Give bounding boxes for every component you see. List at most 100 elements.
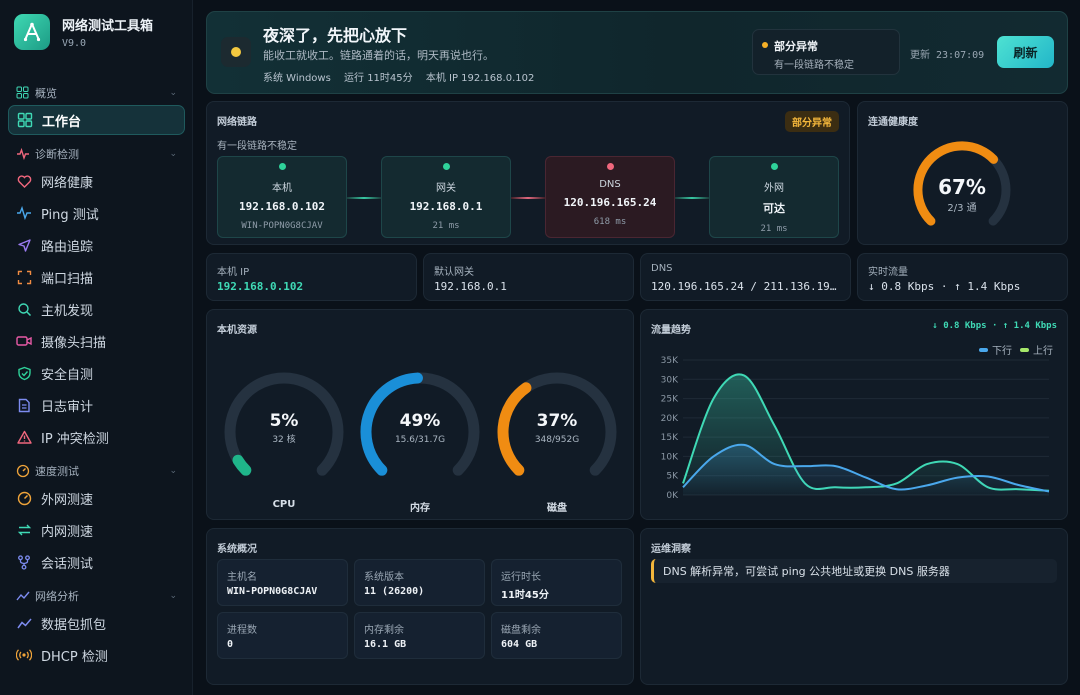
sidebar-item-security-test[interactable]: 安全自测: [8, 358, 185, 388]
y-tick-label: 5K: [666, 472, 679, 482]
node-value: 120.196.165.24: [563, 196, 657, 209]
search-icon: [16, 301, 32, 317]
info-card-local-ip: 本机 IP 192.168.0.102: [206, 253, 417, 301]
update-time: 更新 23:07:09: [910, 50, 985, 61]
gauge-track: [224, 372, 344, 476]
panel-title: 系统概况: [217, 544, 257, 555]
sidebar-item-label: 安全自测: [41, 367, 94, 383]
camera-icon: [16, 333, 32, 349]
sidebar-item-session-test[interactable]: 会话测试: [8, 547, 185, 577]
y-tick-label: 10K: [661, 452, 679, 462]
info-label: DNS: [651, 263, 673, 274]
pulse-icon: [16, 147, 30, 161]
health-sub: 2/3 通: [947, 202, 976, 214]
nav-group-label: 诊断检测: [35, 148, 79, 161]
page-title: 夜深了，先把心放下: [263, 26, 408, 45]
sidebar-item-dhcp[interactable]: DHCP 检测: [8, 640, 185, 670]
node-sub: 618 ms: [593, 217, 627, 227]
nav-group-overview[interactable]: 概览 ⌄: [0, 82, 193, 104]
panel-title: 网络链路: [217, 117, 257, 128]
panel-title: 本机资源: [217, 325, 257, 336]
node-sub: 21 ms: [760, 224, 788, 234]
chart-line-icon: [16, 615, 32, 631]
sidebar-item-port-scan[interactable]: 端口扫描: [8, 262, 185, 292]
chevron-down-icon: ⌄: [169, 591, 177, 601]
app-version: V9.0: [62, 38, 87, 49]
sidebar-item-ping[interactable]: Ping 测试: [8, 198, 185, 228]
pulse-icon: [16, 205, 32, 221]
info-value: 192.168.0.1: [434, 280, 507, 293]
sidebar-item-network-health[interactable]: 网络健康: [8, 166, 185, 196]
sidebar-item-host-discovery[interactable]: 主机发现: [8, 294, 185, 324]
chain-node-internet[interactable]: 外网 可达 21 ms: [709, 156, 839, 238]
node-value: 192.168.0.102: [238, 200, 326, 213]
y-tick-label: 25K: [661, 395, 679, 405]
chain-node-gateway[interactable]: 网关 192.168.0.1 21 ms: [381, 156, 511, 238]
panel-title: 运维洞察: [651, 544, 691, 555]
chart-line-icon: [16, 589, 30, 603]
info-label: 默认网关: [434, 267, 474, 278]
gauge-arc: [913, 141, 999, 226]
swap-icon: [16, 522, 32, 538]
insight-panel: 运维洞察 DNS 解析异常，可尝试 ping 公共地址或更换 DNS 服务器: [640, 528, 1068, 685]
sys-label: 系统版本: [364, 572, 404, 583]
sidebar-item-internet-speed[interactable]: 外网测速: [8, 483, 185, 513]
moon-icon: [221, 37, 251, 67]
y-tick-label: 30K: [661, 375, 679, 385]
meta-ip: 本机 IP 192.168.0.102: [425, 73, 535, 84]
info-value: 120.196.165.24 / 211.136.192.6: [651, 280, 842, 293]
refresh-button[interactable]: 刷新: [997, 36, 1054, 68]
nav-group-analysis[interactable]: 网络分析 ⌄: [0, 585, 193, 607]
sidebar-item-ip-conflict[interactable]: IP 冲突检测: [8, 422, 185, 452]
sidebar-item-camera-scan[interactable]: 摄像头扫描: [8, 326, 185, 356]
info-card-dns: DNS 120.196.165.24 / 211.136.192.6: [640, 253, 851, 301]
sys-label: 内存剩余: [364, 625, 404, 636]
sidebar-item-traceroute[interactable]: 路由追踪: [8, 230, 185, 260]
gauge-value: 5%: [270, 411, 299, 431]
sidebar-item-packet-capture[interactable]: 数据包抓包: [8, 608, 185, 638]
sys-value: 0: [227, 639, 234, 650]
info-value: ↓ 0.8 Kbps · ↑ 1.4 Kbps: [868, 280, 1021, 293]
sidebar-item-label: 路由追踪: [41, 239, 94, 255]
info-value: 192.168.0.102: [217, 280, 304, 293]
sidebar-item-label: 内网测速: [41, 524, 94, 540]
meta-os: 系统 Windows: [263, 73, 331, 84]
info-card-traffic: 实时流量 ↓ 0.8 Kbps · ↑ 1.4 Kbps: [857, 253, 1068, 301]
nav-group-speed[interactable]: 速度测试 ⌄: [0, 460, 193, 482]
node-sub: WIN-POPN0G8CJAV: [241, 221, 323, 231]
sys-label: 主机名: [227, 572, 257, 583]
status-dot-icon: [442, 163, 450, 170]
gauge-sub: 15.6/31.7G: [395, 435, 445, 445]
gauge-label-memory: 内存: [410, 503, 430, 514]
chain-node-dns[interactable]: DNS 120.196.165.24 618 ms: [545, 156, 675, 238]
nav-group-label: 概览: [35, 87, 57, 100]
insight-tip[interactable]: DNS 解析异常，可尝试 ping 公共地址或更换 DNS 服务器: [651, 559, 1057, 583]
y-tick-label: 0K: [666, 491, 679, 501]
navigate-icon: [16, 237, 32, 253]
node-value: 192.168.0.1: [409, 200, 483, 213]
chevron-down-icon: ⌄: [169, 88, 177, 98]
info-card-gateway: 默认网关 192.168.0.1: [423, 253, 634, 301]
broadcast-icon: [16, 647, 32, 663]
sidebar: 网络测试工具箱 V9.0 概览 ⌄ 工作台 诊断检测 ⌄ 网络健康 Ping 测…: [0, 0, 193, 695]
sidebar-item-lan-speed[interactable]: 内网测速: [8, 515, 185, 545]
node-label: 外网: [764, 183, 784, 194]
node-label: DNS: [599, 179, 621, 190]
sys-card-hostname: 主机名 WIN-POPN0G8CJAV: [217, 559, 348, 606]
nav-group-diagnostics[interactable]: 诊断检测 ⌄: [0, 143, 193, 165]
sidebar-item-log-audit[interactable]: 日志审计: [8, 390, 185, 420]
traffic-rate: ↓ 0.8 Kbps · ↑ 1.4 Kbps: [932, 321, 1057, 331]
sys-label: 进程数: [227, 625, 257, 636]
nav-group-label: 网络分析: [35, 590, 79, 603]
node-label: 本机: [272, 183, 292, 194]
sys-card-os-version: 系统版本 11 (26200): [354, 559, 485, 606]
chain-node-local[interactable]: 本机 192.168.0.102 WIN-POPN0G8CJAV: [217, 156, 347, 238]
header-banner: 夜深了，先把心放下 能收工就收工。链路通着的话，明天再说也行。 系统 Windo…: [206, 11, 1068, 94]
info-label: 本机 IP: [217, 267, 250, 278]
status-dot-icon: [762, 42, 768, 48]
node-sub: 21 ms: [432, 221, 460, 231]
sys-card-processes: 进程数 0: [217, 612, 348, 659]
sidebar-item-workbench[interactable]: 工作台: [8, 105, 185, 135]
app-name: 网络测试工具箱: [62, 19, 154, 34]
speedometer-icon: [16, 464, 30, 478]
